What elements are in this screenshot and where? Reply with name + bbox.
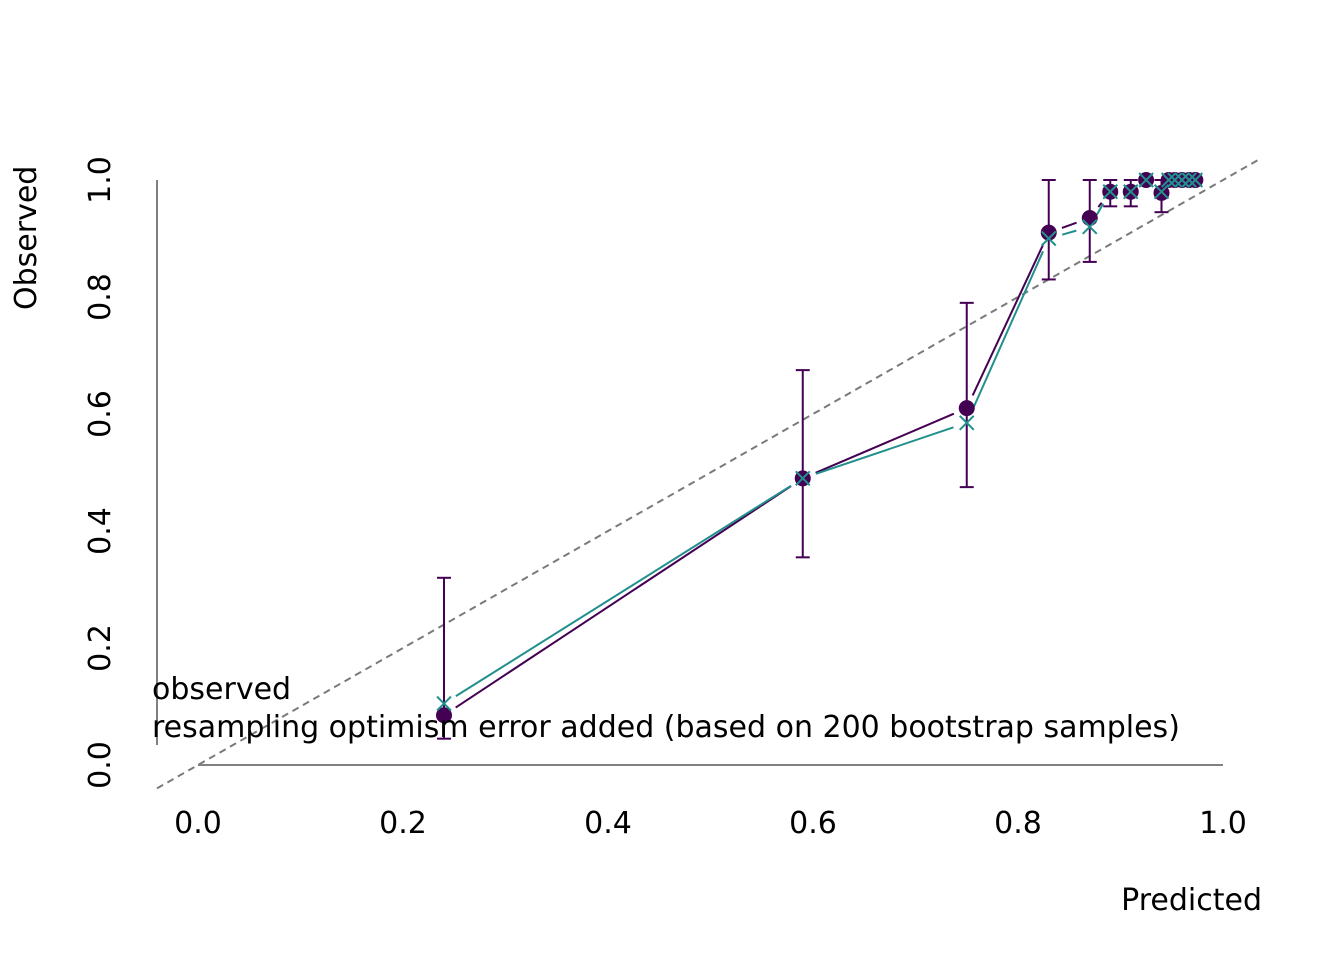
resampled-line-segment	[815, 426, 954, 475]
resampled-point-stroke	[1138, 172, 1154, 188]
resampled-point	[1041, 230, 1057, 247]
x-axis-title: Predicted	[1121, 883, 1262, 918]
resampled-line-segment	[1095, 203, 1105, 216]
resampled-point	[1102, 183, 1118, 200]
reference-line	[156, 158, 1260, 790]
y-tick-label: 1.0	[83, 156, 118, 204]
resampled-point	[1138, 172, 1154, 188]
resampled-line-segment	[455, 484, 792, 697]
legend: observed resampling optimism error added…	[152, 672, 1180, 745]
legend-entry-resampled: resampling optimism error added (based o…	[152, 710, 1180, 745]
x-tick-label: 0.0	[174, 806, 222, 841]
observed-line-segment	[1061, 221, 1077, 229]
resampled-line-segment	[1061, 229, 1077, 236]
observed-point	[1081, 210, 1098, 227]
observed-line-segment	[971, 244, 1044, 396]
resampled-point	[1153, 183, 1170, 200]
resampled-point	[1167, 172, 1183, 188]
resampled-point	[959, 415, 975, 431]
resampled-point-stroke	[1123, 183, 1139, 200]
resampled-point	[1123, 183, 1139, 200]
resampled-point-stroke	[436, 695, 452, 712]
resampled-point-stroke	[1082, 219, 1098, 235]
y-axis-title: Observed	[9, 166, 44, 310]
observed-line-segment	[455, 485, 792, 709]
resampled-point-stroke	[1041, 230, 1057, 247]
x-tick-label: 1.0	[1199, 806, 1247, 841]
observed-point	[1040, 224, 1057, 241]
resampled-point	[1160, 172, 1177, 188]
markers	[436, 172, 1204, 724]
resampled-point-stroke	[1187, 172, 1204, 188]
x-tick-labels: 0.0 0.2 0.4 0.6 0.8 1.0	[174, 806, 1247, 841]
y-tick-label: 0.4	[83, 507, 118, 555]
resampled-point-stroke	[959, 415, 975, 431]
resampled-point	[436, 695, 452, 712]
observed-point	[436, 707, 452, 724]
resampled-point-stroke	[1102, 183, 1118, 200]
resampled-point-stroke	[795, 470, 811, 487]
resampled-point	[1174, 172, 1190, 188]
reference-line-group	[156, 158, 1260, 790]
resampled-line-segment	[971, 250, 1044, 411]
resampled-point	[1181, 172, 1197, 188]
y-tick-labels: 0.0 0.2 0.4 0.6 0.8 1.0	[83, 156, 118, 789]
resampled-point	[1082, 219, 1098, 235]
observed-line-segment	[815, 412, 955, 474]
x-tick-label: 0.6	[789, 806, 837, 841]
x-tick-label: 0.2	[379, 806, 427, 841]
y-tick-label: 0.0	[83, 741, 118, 789]
axes	[156, 180, 1223, 766]
resampled-point	[1187, 172, 1204, 188]
resampled-point-stroke	[1160, 172, 1177, 188]
resampled-point	[795, 470, 811, 487]
observed-line-segment	[1097, 202, 1103, 208]
x-tick-label: 0.4	[584, 806, 632, 841]
y-tick-label: 0.2	[83, 624, 118, 672]
legend-entry-observed: observed	[152, 672, 291, 707]
y-tick-label: 0.8	[83, 273, 118, 321]
series-lines	[455, 202, 1105, 709]
resampled-point-stroke	[1167, 172, 1183, 188]
resampled-point-stroke	[1174, 172, 1190, 188]
resampled-point-stroke	[1181, 172, 1197, 188]
x-tick-label: 0.8	[994, 806, 1042, 841]
observed-point	[958, 400, 975, 417]
y-tick-label: 0.6	[83, 390, 118, 438]
resampled-point-stroke	[1153, 183, 1170, 200]
error-bars	[437, 179, 1169, 740]
